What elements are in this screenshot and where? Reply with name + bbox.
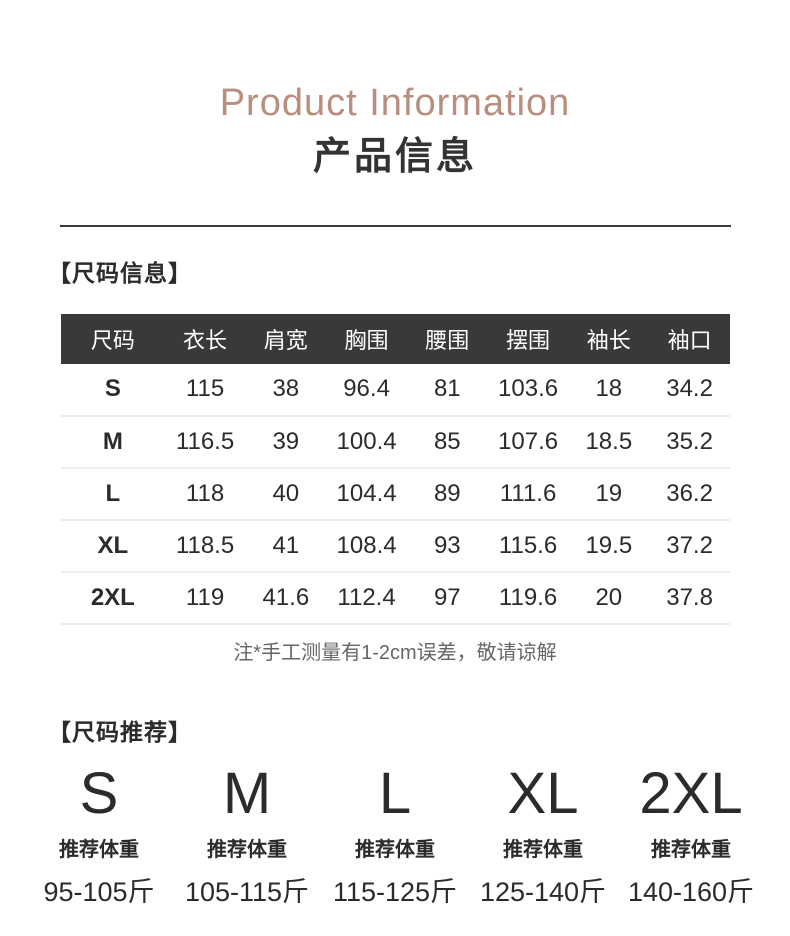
size-recommendation-row: S 推荐体重 95-105斤 M 推荐体重 105-115斤 L 推荐体重 11… [0,760,790,909]
size-cell: 112.4 [326,571,407,625]
size-cell: 81 [406,363,488,417]
size-label-cell: 2XL [61,571,165,625]
size-cell: 104.4 [326,467,407,521]
size-cell: 35.2 [649,415,730,469]
size-cell: 41.6 [245,571,327,625]
recommended-size-letter: S [79,760,119,826]
size-cell: 19 [568,467,650,521]
size-cell: 18.5 [568,415,650,469]
size-cell: 39 [245,415,327,469]
size-chart-table: 尺码 衣长 肩宽 胸围 腰围 摆围 袖长 袖口 S 115 38 96.4 81… [61,313,730,625]
recommended-weight-label: 推荐体重 [355,838,435,861]
recommended-size-letter: M [222,760,272,826]
size-cell: 119.6 [487,571,569,625]
column-header-size: 尺码 [61,313,165,364]
size-cell: 103.6 [487,363,569,417]
column-header-waist: 腰围 [406,313,488,364]
size-recommendation-item-s: S 推荐体重 95-105斤 [25,760,173,909]
size-recommendation-section-title: 【尺码推荐】 [48,718,192,745]
size-cell: 34.2 [649,363,730,417]
column-header-shoulder-width: 肩宽 [245,313,327,364]
recommended-weight-range: 105-115斤 [184,876,310,907]
size-cell: 93 [406,519,488,573]
size-table-row-l: L 118 40 104.4 89 111.6 19 36.2 [61,467,730,521]
size-cell: 40 [245,467,327,521]
column-header-cuff: 袖口 [649,313,730,364]
size-recommendation-item-l: L 推荐体重 115-125斤 [321,760,469,909]
size-cell: 41 [245,519,327,573]
recommended-size-letter: 2XL [639,760,743,826]
size-recommendation-item-m: M 推荐体重 105-115斤 [173,760,321,909]
recommended-weight-label: 推荐体重 [503,838,583,861]
recommended-weight-label: 推荐体重 [59,838,139,861]
size-cell: 85 [406,415,488,469]
header-divider [59,225,731,227]
column-header-garment-length: 衣长 [164,313,246,364]
size-table-row-2xl: 2XL 119 41.6 112.4 97 119.6 20 37.8 [61,571,730,625]
size-cell: 100.4 [326,415,407,469]
column-header-hem: 摆围 [487,313,569,364]
page-title-chinese: 产品信息 [312,136,477,178]
size-cell: 108.4 [326,519,407,573]
size-recommendation-item-xl: XL 推荐体重 125-140斤 [469,760,617,909]
recommended-weight-label: 推荐体重 [651,838,731,861]
size-label-cell: XL [61,519,165,573]
measurement-tolerance-note: 注*手工测量有1-2cm误差，敬请谅解 [233,641,557,664]
size-cell: 118.5 [164,519,246,573]
size-label-cell: S [61,363,165,417]
size-cell: 89 [406,467,488,521]
size-cell: 37.8 [649,571,730,625]
size-recommendation-item-2xl: 2XL 推荐体重 140-160斤 [617,760,765,909]
size-label-cell: M [61,415,165,469]
recommended-weight-range: 115-125斤 [332,876,458,907]
size-cell: 107.6 [487,415,569,469]
size-table-header-row: 尺码 衣长 肩宽 胸围 腰围 摆围 袖长 袖口 [61,313,730,364]
recommended-weight-range: 140-160斤 [627,876,755,907]
size-cell: 116.5 [164,415,246,469]
size-cell: 118 [164,467,246,521]
size-table-row-m: M 116.5 39 100.4 85 107.6 18.5 35.2 [61,415,730,469]
size-cell: 18 [568,363,650,417]
size-cell: 20 [568,571,650,625]
recommended-weight-range: 125-140斤 [479,876,607,907]
column-header-sleeve-length: 袖长 [568,313,650,364]
size-cell: 115 [164,363,246,417]
page-title-english: Product Information [219,82,571,124]
size-cell: 36.2 [649,467,730,521]
column-header-bust: 胸围 [326,313,407,364]
recommended-size-letter: XL [507,760,579,826]
size-cell: 111.6 [487,467,569,521]
recommended-weight-range: 95-105斤 [43,876,155,907]
size-cell: 38 [245,363,327,417]
size-table-row-xl: XL 118.5 41 108.4 93 115.6 19.5 37.2 [61,519,730,573]
size-cell: 119 [164,571,246,625]
size-info-section-title: 【尺码信息】 [48,260,192,286]
size-label-cell: L [61,467,165,521]
size-cell: 37.2 [649,519,730,573]
recommended-size-letter: L [378,760,412,826]
size-table-row-s: S 115 38 96.4 81 103.6 18 34.2 [61,363,730,417]
size-cell: 96.4 [326,363,407,417]
size-cell: 115.6 [487,519,569,573]
size-cell: 97 [406,571,488,625]
size-cell: 19.5 [568,519,650,573]
recommended-weight-label: 推荐体重 [207,838,287,861]
